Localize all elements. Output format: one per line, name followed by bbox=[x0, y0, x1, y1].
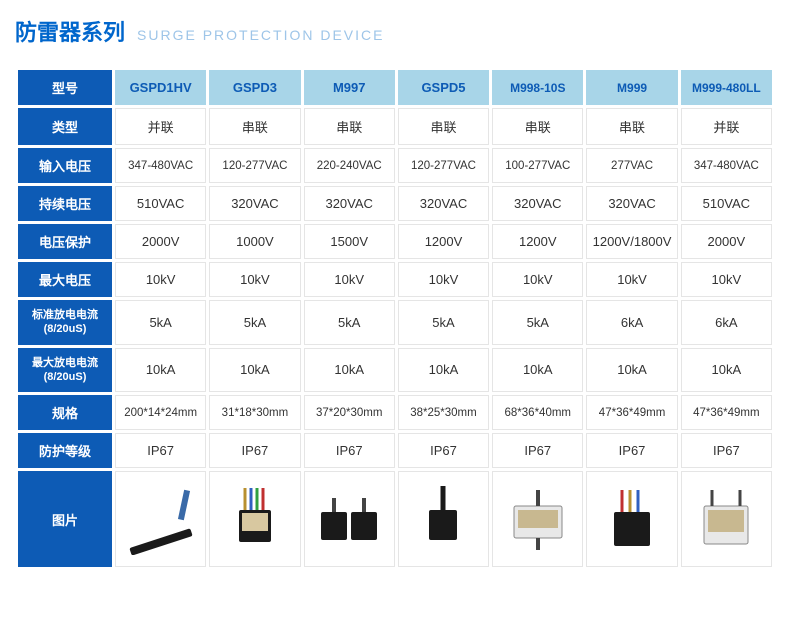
row-label: 型号 bbox=[18, 70, 112, 105]
data-cell: 120-277VAC bbox=[209, 148, 300, 183]
data-cell: 5kA bbox=[115, 300, 206, 345]
data-cell: 并联 bbox=[681, 108, 772, 145]
row-label: 最大电压 bbox=[18, 262, 112, 297]
title-cn: 防雷器系列 bbox=[15, 15, 125, 47]
product-image bbox=[492, 471, 583, 567]
row-label: 防护等级 bbox=[18, 433, 112, 468]
data-cell: IP67 bbox=[115, 433, 206, 468]
row-label: 类型 bbox=[18, 108, 112, 145]
data-cell: 6kA bbox=[681, 300, 772, 345]
data-cell: 347-480VAC bbox=[681, 148, 772, 183]
data-cell: 5kA bbox=[209, 300, 300, 345]
data-cell: 220-240VAC bbox=[304, 148, 395, 183]
data-cell: 10kV bbox=[115, 262, 206, 297]
data-cell: 10kA bbox=[304, 348, 395, 393]
data-cell: 5kA bbox=[492, 300, 583, 345]
row-label: 标准放电电流(8/20uS) bbox=[18, 300, 112, 345]
product-image bbox=[681, 471, 772, 567]
column-header: M998-10S bbox=[492, 70, 583, 105]
data-cell: 串联 bbox=[586, 108, 677, 145]
product-image bbox=[304, 471, 395, 567]
data-cell: 10kV bbox=[681, 262, 772, 297]
product-image bbox=[209, 471, 300, 567]
data-cell: 510VAC bbox=[681, 186, 772, 221]
row-label: 规格 bbox=[18, 395, 112, 430]
data-cell: 10kA bbox=[115, 348, 206, 393]
data-cell: 串联 bbox=[492, 108, 583, 145]
data-cell: 320VAC bbox=[492, 186, 583, 221]
data-cell: IP67 bbox=[209, 433, 300, 468]
data-cell: 串联 bbox=[304, 108, 395, 145]
data-cell: 320VAC bbox=[304, 186, 395, 221]
data-cell: 100-277VAC bbox=[492, 148, 583, 183]
row-label: 电压保护 bbox=[18, 224, 112, 259]
data-cell: IP67 bbox=[398, 433, 489, 468]
data-cell: 120-277VAC bbox=[398, 148, 489, 183]
product-image bbox=[586, 471, 677, 567]
data-cell: 2000V bbox=[681, 224, 772, 259]
data-cell: 47*36*49mm bbox=[586, 395, 677, 430]
data-cell: 10kA bbox=[586, 348, 677, 393]
data-cell: IP67 bbox=[304, 433, 395, 468]
data-cell: 47*36*49mm bbox=[681, 395, 772, 430]
product-image bbox=[398, 471, 489, 567]
column-header: M997 bbox=[304, 70, 395, 105]
data-cell: 320VAC bbox=[398, 186, 489, 221]
data-cell: 320VAC bbox=[586, 186, 677, 221]
data-cell: 10kV bbox=[492, 262, 583, 297]
row-label: 输入电压 bbox=[18, 148, 112, 183]
data-cell: 1200V bbox=[492, 224, 583, 259]
data-cell: 1200V bbox=[398, 224, 489, 259]
spec-table: 型号GSPD1HVGSPD3M997GSPD5M998-10SM999M999-… bbox=[15, 67, 775, 570]
title-en: SURGE PROTECTION DEVICE bbox=[137, 27, 384, 43]
data-cell: 68*36*40mm bbox=[492, 395, 583, 430]
data-cell: 10kA bbox=[681, 348, 772, 393]
data-cell: 串联 bbox=[398, 108, 489, 145]
data-cell: IP67 bbox=[681, 433, 772, 468]
data-cell: 277VAC bbox=[586, 148, 677, 183]
data-cell: 10kA bbox=[398, 348, 489, 393]
data-cell: 38*25*30mm bbox=[398, 395, 489, 430]
data-cell: 37*20*30mm bbox=[304, 395, 395, 430]
data-cell: IP67 bbox=[586, 433, 677, 468]
data-cell: 并联 bbox=[115, 108, 206, 145]
column-header: GSPD3 bbox=[209, 70, 300, 105]
row-label: 最大放电电流(8/20uS) bbox=[18, 348, 112, 393]
data-cell: 510VAC bbox=[115, 186, 206, 221]
data-cell: 320VAC bbox=[209, 186, 300, 221]
data-cell: 10kV bbox=[209, 262, 300, 297]
data-cell: 5kA bbox=[304, 300, 395, 345]
data-cell: 2000V bbox=[115, 224, 206, 259]
data-cell: 347-480VAC bbox=[115, 148, 206, 183]
data-cell: 10kV bbox=[398, 262, 489, 297]
data-cell: 6kA bbox=[586, 300, 677, 345]
row-label: 持续电压 bbox=[18, 186, 112, 221]
data-cell: 1000V bbox=[209, 224, 300, 259]
data-cell: 5kA bbox=[398, 300, 489, 345]
data-cell: IP67 bbox=[492, 433, 583, 468]
data-cell: 10kV bbox=[304, 262, 395, 297]
column-header: GSPD5 bbox=[398, 70, 489, 105]
column-header: GSPD1HV bbox=[115, 70, 206, 105]
column-header: M999 bbox=[586, 70, 677, 105]
data-cell: 10kA bbox=[492, 348, 583, 393]
column-header: M999-480LL bbox=[681, 70, 772, 105]
row-label: 图片 bbox=[18, 471, 112, 567]
data-cell: 串联 bbox=[209, 108, 300, 145]
data-cell: 31*18*30mm bbox=[209, 395, 300, 430]
data-cell: 10kA bbox=[209, 348, 300, 393]
data-cell: 1200V/1800V bbox=[586, 224, 677, 259]
product-image bbox=[115, 471, 206, 567]
data-cell: 1500V bbox=[304, 224, 395, 259]
data-cell: 10kV bbox=[586, 262, 677, 297]
page-header: 防雷器系列 SURGE PROTECTION DEVICE bbox=[15, 15, 775, 47]
data-cell: 200*14*24mm bbox=[115, 395, 206, 430]
